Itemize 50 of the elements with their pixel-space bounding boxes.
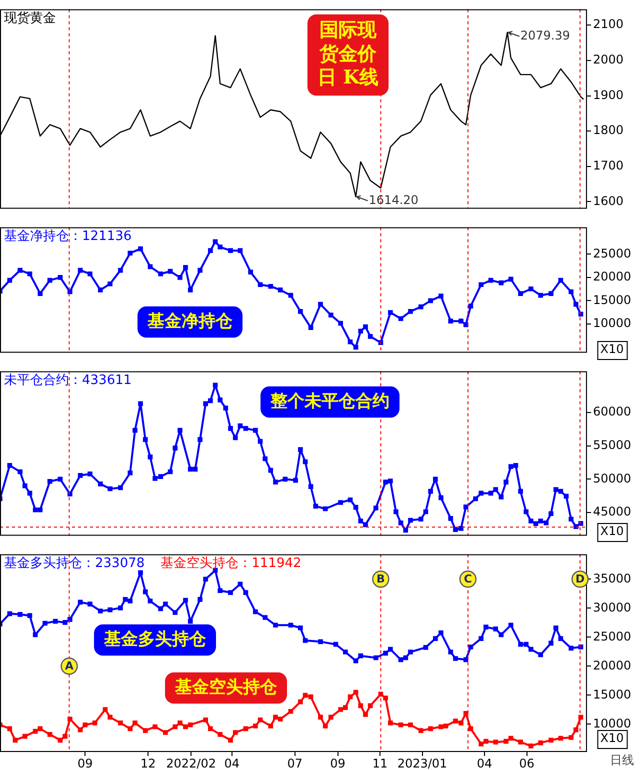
annotation: C bbox=[464, 572, 472, 586]
annotation: A bbox=[64, 660, 74, 673]
annotation: D bbox=[576, 572, 585, 586]
y-tick-label: 2000 bbox=[593, 52, 624, 67]
x-tick-label: 2022/02 bbox=[166, 756, 216, 770]
y-tick-label: 20000 bbox=[593, 270, 632, 284]
y-tick-label: 1800 bbox=[593, 123, 624, 138]
x-tick-label: 07 bbox=[287, 756, 303, 770]
y-tick-label: 1700 bbox=[593, 158, 624, 173]
x-tick-label: 12 bbox=[140, 756, 156, 770]
y-tick-label: 30000 bbox=[593, 600, 632, 614]
text: 日线 bbox=[610, 753, 634, 768]
y-tick-label: 60000 bbox=[593, 404, 632, 419]
annotation: 基金净持仓 bbox=[146, 311, 234, 332]
x-tick-label: 11 bbox=[372, 756, 388, 770]
y-tick-label: 50000 bbox=[593, 471, 632, 486]
x-tick-label: 04 bbox=[224, 756, 240, 770]
x-tick-label: 09 bbox=[78, 756, 93, 770]
annotation: 基金多头持仓 bbox=[103, 629, 207, 650]
text: X10 bbox=[600, 342, 624, 356]
y-tick-label: 55000 bbox=[593, 438, 632, 452]
annotation: 基金空头持仓 bbox=[174, 677, 278, 698]
y-tick-label: 35000 bbox=[593, 571, 632, 586]
text: 现货黄金 bbox=[4, 11, 56, 26]
x-tick-label: 06 bbox=[519, 756, 534, 770]
annotation: 整个未平仓合约 bbox=[270, 391, 390, 412]
y-tick-label: 1900 bbox=[593, 88, 624, 102]
y-tick-label: 20000 bbox=[593, 658, 632, 672]
x-tick-label: 04 bbox=[476, 756, 492, 770]
x-tick-label: 09 bbox=[330, 756, 346, 770]
annotation: 1614.20 bbox=[368, 192, 418, 207]
y-tick-label: 25000 bbox=[593, 246, 632, 260]
annotation: B bbox=[376, 572, 385, 586]
y-tick-label: 10000 bbox=[593, 716, 632, 730]
text: X10 bbox=[600, 731, 624, 746]
y-tick-label: 15000 bbox=[593, 687, 632, 702]
y-tick-label: 15000 bbox=[593, 292, 632, 307]
annotation: 国际现货金价日 K线 bbox=[317, 19, 379, 89]
y-tick-label: 25000 bbox=[593, 629, 632, 644]
series-label: 未平仓合约：433611 bbox=[4, 373, 132, 388]
y-tick-label: 10000 bbox=[593, 316, 632, 330]
y-tick-label: 2100 bbox=[593, 17, 624, 32]
series-label: 基金净持仓：121136 bbox=[4, 229, 132, 244]
text: 基金空头持仓：111942 bbox=[160, 556, 302, 572]
y-tick-label: 1600 bbox=[593, 194, 624, 208]
x-tick-label: 2023/01 bbox=[397, 756, 448, 770]
series-label: 基金多头持仓：233078 bbox=[4, 556, 145, 572]
annotation: 2079.39 bbox=[520, 28, 570, 43]
y-tick-label: 45000 bbox=[593, 504, 632, 519]
text: X10 bbox=[600, 524, 624, 538]
